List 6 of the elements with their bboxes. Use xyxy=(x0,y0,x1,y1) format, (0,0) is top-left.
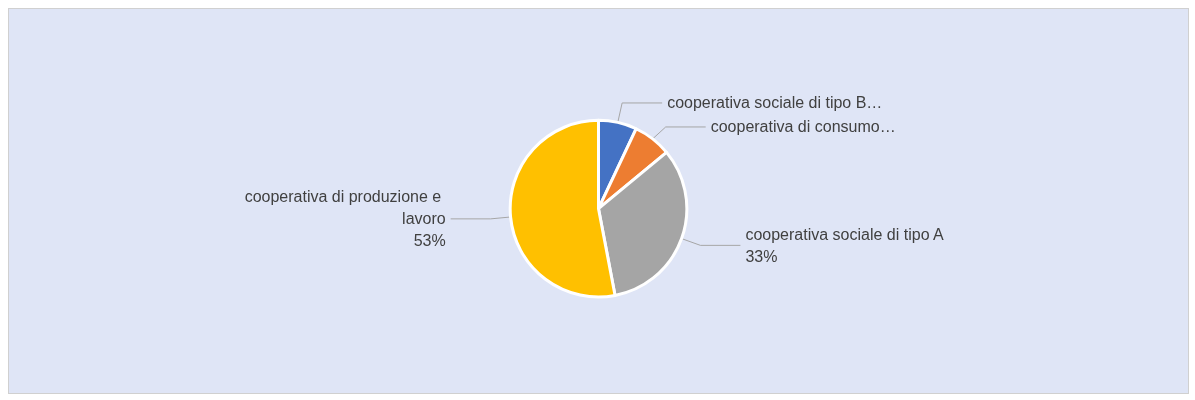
data-label: 53% xyxy=(413,232,446,250)
slice-label: cooperativa sociale di tipo A xyxy=(745,225,945,243)
data-label: 33% xyxy=(745,247,778,265)
slice-label: cooperativa sociale di tipo B… xyxy=(667,94,883,112)
slice-label: cooperativa di consumo… xyxy=(710,118,896,136)
slice-label: cooperativa di produzione e lavoro xyxy=(244,188,446,228)
